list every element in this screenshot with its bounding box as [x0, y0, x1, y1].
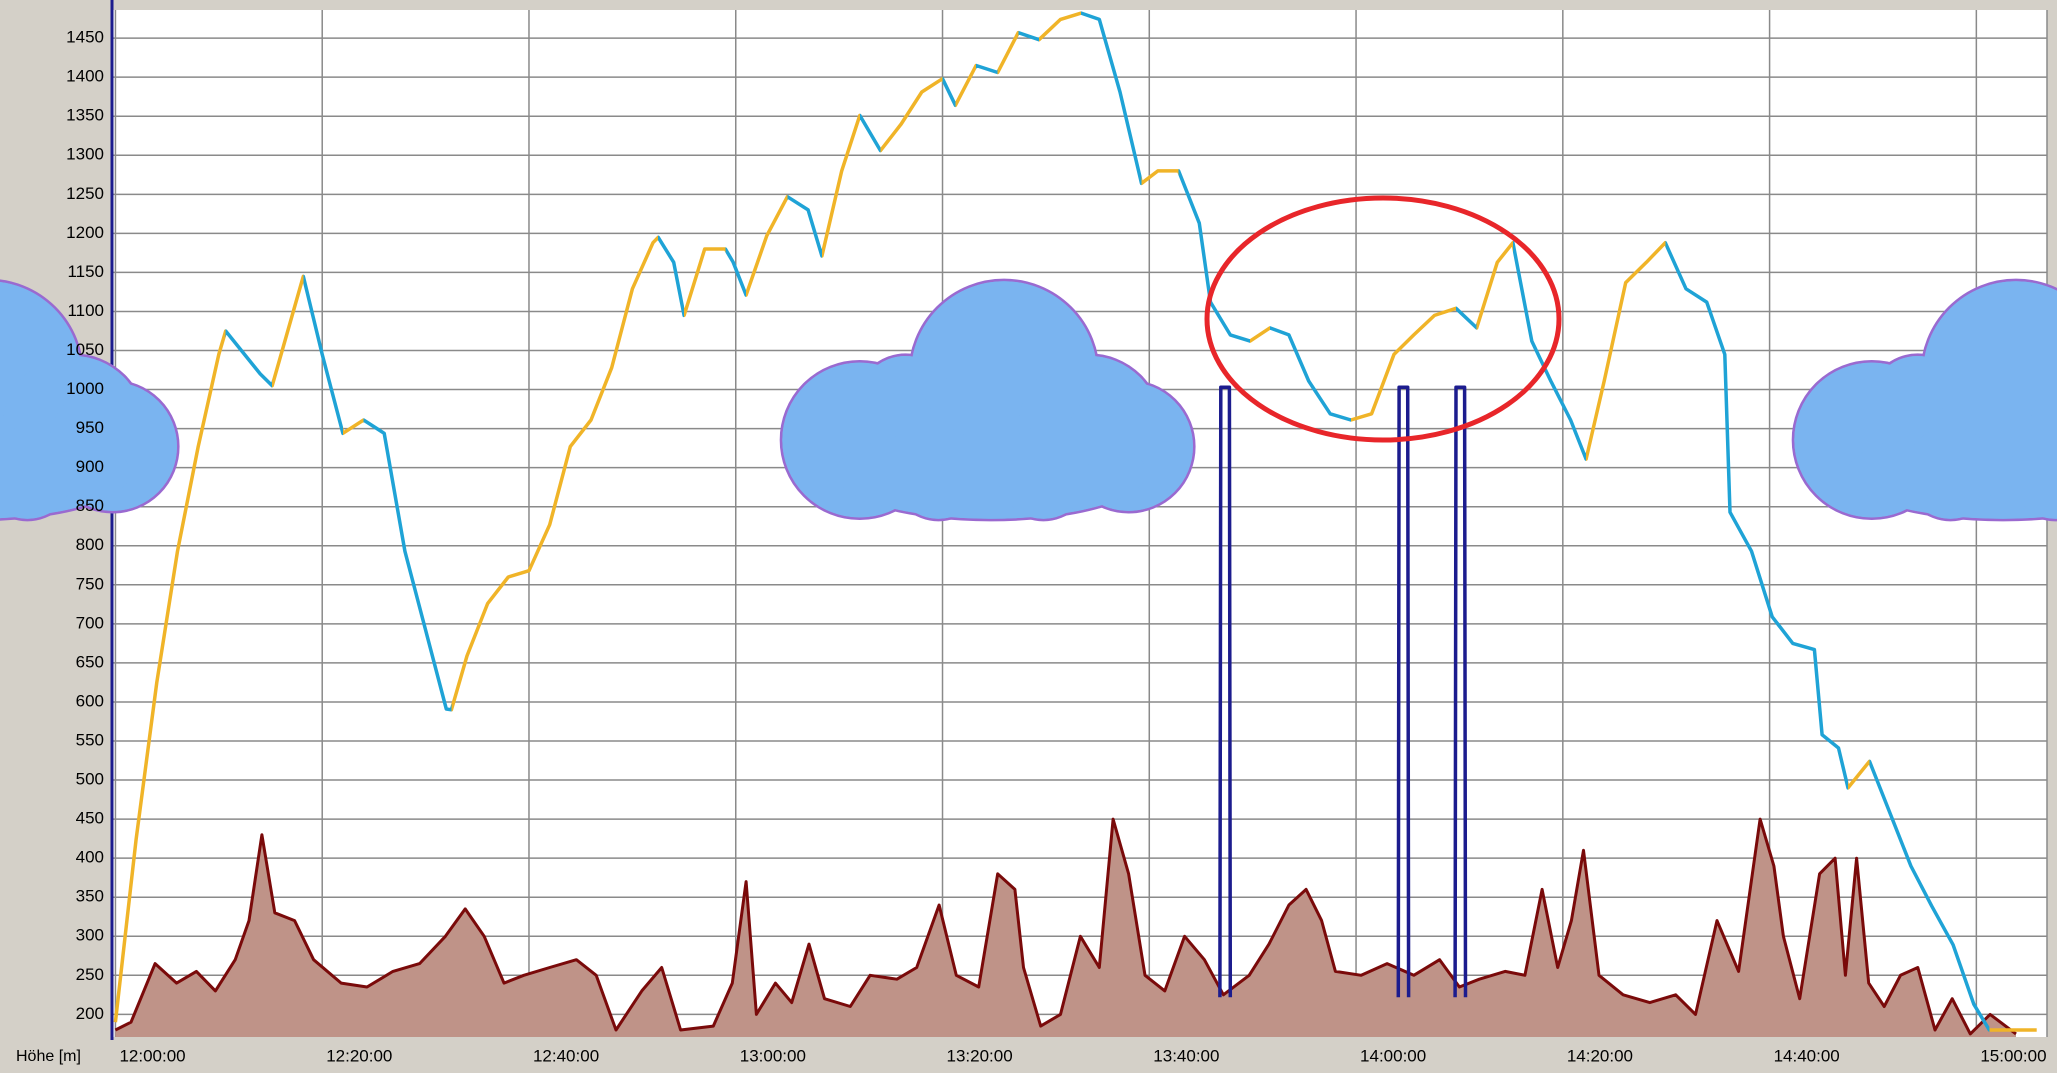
chart: Höhe [m] 200 250 300 350 400 450 500 550 600 650 7… [0, 0, 2057, 1073]
y-tick-label: 1350 [66, 106, 104, 125]
y-tick-label: 950 [76, 418, 104, 437]
y-tick-label: 850 [76, 496, 104, 515]
y-tick-label: 450 [76, 809, 104, 828]
x-tick-label: 15:00:00 [1980, 1046, 2046, 1065]
y-tick-label: 650 [76, 652, 104, 671]
x-tick-label: 14:20:00 [1567, 1046, 1633, 1065]
y-tick-label: 1400 [66, 67, 104, 86]
x-tick-label: 12:40:00 [533, 1046, 599, 1065]
y-tick-label: 1450 [66, 28, 104, 47]
y-tick-label: 1150 [67, 262, 104, 281]
y-tick-label: 1100 [67, 301, 104, 320]
y-tick-label: 250 [76, 965, 104, 984]
x-tick-label: 14:40:00 [1774, 1046, 1840, 1065]
x-tick-label: 12:00:00 [119, 1046, 185, 1065]
page: Höhe [m] 200 250 300 350 400 450 500 550 600 650 7… [0, 0, 2057, 1073]
y-tick-label: 500 [76, 770, 104, 789]
y-tick-label: 300 [76, 926, 104, 945]
y-tick-label: 350 [76, 887, 104, 906]
y-tick-label: 1250 [66, 184, 104, 203]
x-tick-label: 13:00:00 [740, 1046, 806, 1065]
y-tick-label: 1000 [66, 379, 104, 398]
x-tick-label: 13:40:00 [1153, 1046, 1219, 1065]
y-tick-label: 600 [76, 691, 104, 710]
y-tick-label: 900 [76, 457, 104, 476]
y-axis-label: Höhe [m] [16, 1048, 81, 1065]
x-tick-label: 13:20:00 [947, 1046, 1013, 1065]
y-tick-label: 750 [76, 574, 104, 593]
y-tick-label: 800 [76, 535, 104, 554]
x-tick-label: 14:00:00 [1360, 1046, 1426, 1065]
x-tick-label: 12:20:00 [326, 1046, 392, 1065]
y-tick-label: 700 [76, 613, 104, 632]
y-tick-label: 1050 [66, 340, 104, 359]
y-tick-label: 550 [76, 730, 104, 749]
y-tick-label: 400 [76, 848, 104, 867]
y-tick-label: 1300 [66, 145, 104, 164]
y-tick-label: 200 [76, 1004, 104, 1023]
y-tick-label: 1200 [66, 223, 104, 242]
